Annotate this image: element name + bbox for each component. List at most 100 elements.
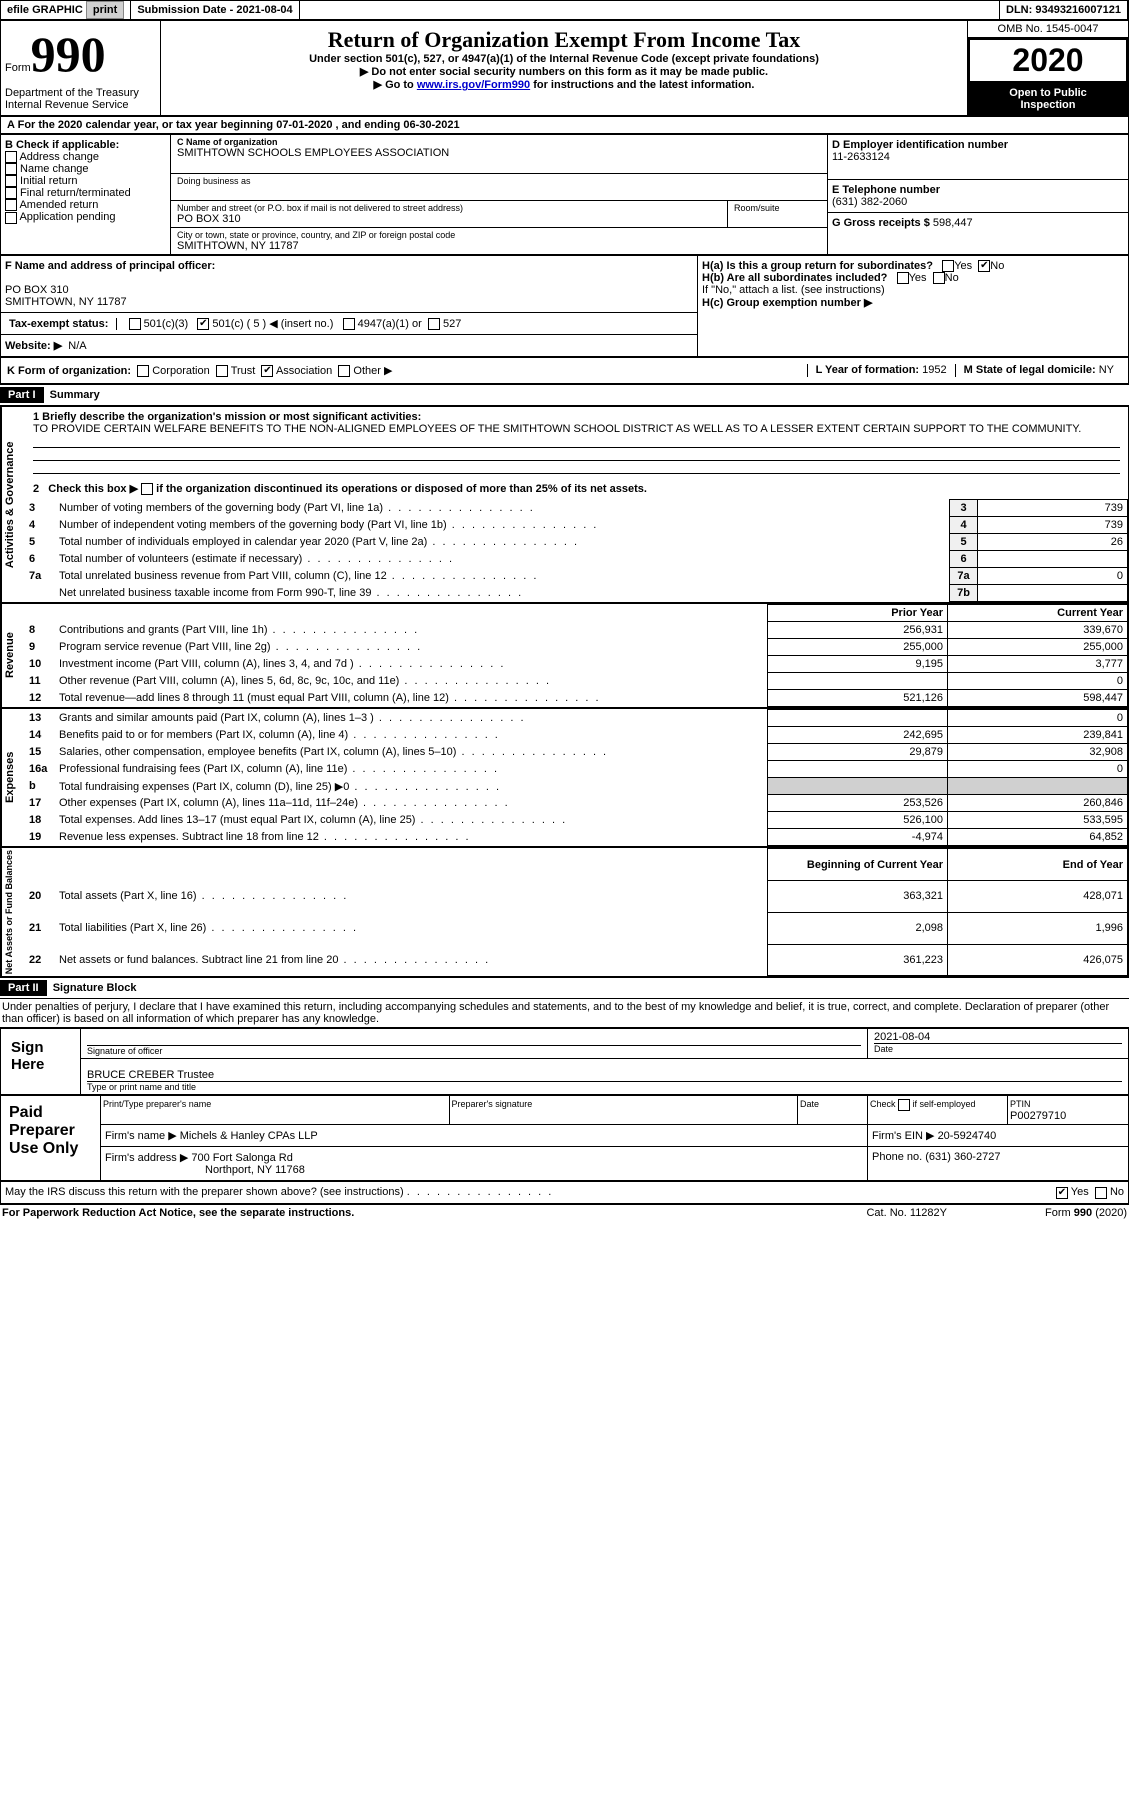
k-corp-chk[interactable] — [137, 365, 149, 377]
table-row: 14Benefits paid to or for members (Part … — [25, 727, 1128, 744]
sub3a: ▶ Go to — [374, 79, 417, 91]
side-ag: Activities & Governance — [1, 407, 25, 602]
ptin-lbl: PTIN — [1010, 1099, 1031, 1109]
print-button[interactable]: print — [86, 1, 124, 19]
opt-501c-b: ◀ (insert no.) — [269, 318, 333, 330]
boxB-opt: Amended return — [5, 199, 166, 211]
sign-here: Sign Here — [1, 1029, 81, 1094]
hb-label: H(b) Are all subordinates included? — [702, 272, 887, 284]
boxB-opt: Initial return — [5, 175, 166, 187]
table-row: 6Total number of volunteers (estimate if… — [25, 551, 1128, 568]
city-label: City or town, state or province, country… — [177, 230, 821, 240]
boxB-chk-1[interactable] — [5, 163, 17, 175]
table-row: 8Contributions and grants (Part VIII, li… — [25, 622, 1128, 639]
side-rev: Revenue — [1, 604, 25, 707]
hb-yes-chk[interactable] — [897, 272, 909, 284]
boxB-chk-3[interactable] — [5, 187, 17, 199]
chk-527[interactable] — [428, 318, 440, 330]
street-label: Number and street (or P.O. box if mail i… — [177, 203, 721, 213]
k-trust-chk[interactable] — [216, 365, 228, 377]
boxB-chk-4[interactable] — [5, 199, 17, 211]
self-emp-chk[interactable] — [898, 1099, 910, 1111]
chk-501c3[interactable] — [129, 318, 141, 330]
form-header: Form990 Department of the Treasury Inter… — [0, 20, 1129, 116]
boxB-chk-0[interactable] — [5, 151, 17, 163]
q1: 1 Briefly describe the organization's mi… — [33, 411, 1120, 423]
boxB-label: B Check if applicable: — [5, 139, 166, 151]
discuss-no-chk[interactable] — [1095, 1187, 1107, 1199]
firm-addr2: Northport, NY 11768 — [205, 1164, 305, 1176]
table-row: 4Number of independent voting members of… — [25, 517, 1128, 534]
paid-preparer-block: Paid Preparer Use Only Print/Type prepar… — [0, 1095, 1129, 1181]
officer-name: BRUCE CREBER Trustee — [87, 1069, 1122, 1081]
opt-527: 527 — [443, 318, 461, 330]
may-discuss-row: May the IRS discuss this return with the… — [0, 1181, 1129, 1204]
k-assoc-chk[interactable]: ✔ — [261, 365, 273, 377]
boxB-chk-2[interactable] — [5, 175, 17, 187]
table-row: 19Revenue less expenses. Subtract line 1… — [25, 829, 1128, 846]
boxB-opt: Address change — [5, 151, 166, 163]
opt-501c: 501(c) ( 5 ) — [212, 318, 269, 330]
ha-no-chk[interactable]: ✔ — [978, 260, 990, 272]
ha-yes-chk[interactable] — [942, 260, 954, 272]
table-row: 17Other expenses (Part IX, column (A), l… — [25, 795, 1128, 812]
k-corp: Corporation — [152, 365, 209, 377]
hb-no: No — [945, 272, 959, 284]
room-label: Room/suite — [734, 203, 821, 213]
expenses-block: Expenses 13Grants and similar amounts pa… — [0, 708, 1129, 847]
k-other-chk[interactable] — [338, 365, 350, 377]
boxE-label: E Telephone number — [832, 184, 1124, 196]
q2-chk[interactable] — [141, 483, 153, 495]
ptin: P00279710 — [1010, 1110, 1066, 1122]
paid-preparer: Paid Preparer Use Only — [1, 1096, 101, 1180]
table-row: 10Investment income (Part VIII, column (… — [25, 656, 1128, 673]
table-row: 7aTotal unrelated business revenue from … — [25, 568, 1128, 585]
open-public-1: Open to Public — [972, 87, 1124, 99]
table-row: 21Total liabilities (Part X, line 26)2,0… — [25, 912, 1128, 944]
table-row: 3Number of voting members of the governi… — [25, 500, 1128, 517]
table-row: 15Salaries, other compensation, employee… — [25, 744, 1128, 761]
discuss-yes-chk[interactable]: ✔ — [1056, 1187, 1068, 1199]
boxK-label: K Form of organization: — [7, 365, 131, 377]
page-title: Return of Organization Exempt From Incom… — [167, 27, 961, 53]
open-public-2: Inspection — [972, 99, 1124, 111]
chk-501c[interactable]: ✔ — [197, 318, 209, 330]
hb-no-chk[interactable] — [933, 272, 945, 284]
form990-link[interactable]: www.irs.gov/Form990 — [417, 79, 530, 91]
ha-no: No — [990, 260, 1004, 272]
boxB-chk-5[interactable] — [5, 212, 17, 224]
firm-ein-lbl: Firm's EIN ▶ — [872, 1130, 935, 1142]
boxM-label: M State of legal domicile: — [964, 364, 1099, 376]
domicile: NY — [1099, 364, 1114, 376]
side-net: Net Assets or Fund Balances — [1, 848, 25, 976]
table-row: 20Total assets (Part X, line 16)363,3214… — [25, 881, 1128, 913]
discuss-yes: Yes — [1071, 1186, 1089, 1198]
table-row: 11Other revenue (Part VIII, column (A), … — [25, 673, 1128, 690]
header-block-bcdefg: B Check if applicable: Address change Na… — [0, 134, 1129, 255]
hb-yes: Yes — [909, 272, 927, 284]
hc-label: H(c) Group exemption number ▶ — [702, 296, 1124, 309]
sig-date: 2021-08-04 — [874, 1031, 1122, 1043]
boxD-label: D Employer identification number — [832, 139, 1124, 151]
gross-receipts: 598,447 — [933, 217, 973, 229]
sign-here-block: Sign Here Signature of officer 2021-08-0… — [0, 1028, 1129, 1095]
pra: For Paperwork Reduction Act Notice, see … — [2, 1207, 866, 1219]
table-row: bTotal fundraising expenses (Part IX, co… — [25, 778, 1128, 795]
boxJ-label: Website: ▶ — [5, 340, 62, 352]
dept-treasury: Department of the Treasury — [5, 87, 156, 99]
prep-sig-lbl: Preparer's signature — [452, 1099, 533, 1109]
may-discuss: May the IRS discuss this return with the… — [5, 1186, 404, 1198]
k-assoc: Association — [276, 365, 332, 377]
tax-year: 2020 — [968, 38, 1128, 83]
chk-4947[interactable] — [343, 318, 355, 330]
boxG-label: G Gross receipts $ — [832, 217, 933, 229]
ha-yes: Yes — [954, 260, 972, 272]
line-a-text: For the 2020 calendar year, or tax year … — [18, 119, 460, 131]
year-formation: 1952 — [922, 364, 946, 376]
irs: Internal Revenue Service — [5, 99, 156, 111]
self-emp: Check if self-employed — [870, 1099, 976, 1109]
boxB-opt: Name change — [5, 163, 166, 175]
table-row: 5Total number of individuals employed in… — [25, 534, 1128, 551]
sub3b: for instructions and the latest informat… — [530, 79, 754, 91]
table-row: 18Total expenses. Add lines 13–17 (must … — [25, 812, 1128, 829]
